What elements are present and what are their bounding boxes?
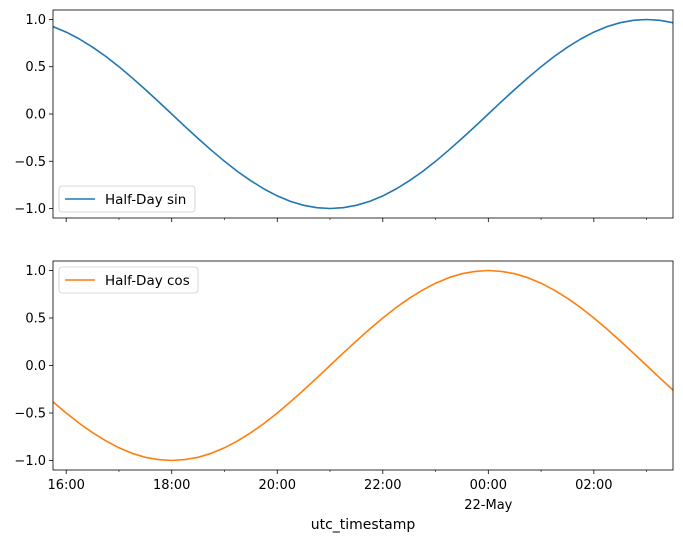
x-axis-label: utc_timestamp: [311, 517, 416, 533]
x-tick-label: 22:00: [364, 478, 401, 493]
cos-x-ticks: 16:00 18:00 20:00 22:00 00:00 22-May 02:00: [47, 470, 647, 513]
subplot-cos: −1.0 −0.5 0.0 0.5 1.0 16:00 18:00 20:00 22:00 00…: [14, 260, 674, 533]
cos-line-layer: [52, 269, 674, 462]
subplot-sin: −1.0 −0.5 0.0 0.5 1.0 Half-Day sin: [14, 9, 674, 222]
sin-y-tick-label: 1.0: [25, 13, 46, 28]
cos-axes-frame: [52, 260, 674, 471]
sin-y-tick-label: −1.0: [14, 202, 46, 217]
cos-y-ticks: −1.0 −0.5 0.0 0.5 1.0: [14, 264, 53, 469]
x-tick-sublabel: 22-May: [464, 498, 512, 513]
x-tick-label: 00:00: [470, 478, 507, 493]
sin-y-tick-label: 0.5: [25, 60, 46, 75]
cos-y-tick-label: 1.0: [25, 264, 46, 279]
sin-y-ticks: −1.0 −0.5 0.0 0.5 1.0: [14, 13, 53, 217]
cos-series-line: [52, 269, 674, 462]
sin-legend: Half-Day sin: [58, 185, 196, 213]
sin-y-tick-label: 0.0: [25, 108, 46, 123]
cos-y-tick-label: −0.5: [14, 407, 46, 422]
x-tick-label: 02:00: [575, 478, 612, 493]
x-tick-label: 20:00: [259, 478, 296, 493]
sin-line-layer: [52, 18, 674, 210]
x-tick-label: 16:00: [47, 478, 84, 493]
cos-legend-box: [58, 266, 199, 294]
cos-y-tick-label: 0.0: [25, 359, 46, 374]
cos-legend: Half-Day cos: [58, 266, 199, 294]
sin-axes-frame: [52, 9, 674, 219]
cos-y-tick-label: −1.0: [14, 454, 46, 469]
sin-series-line: [52, 18, 674, 210]
sin-legend-label: Half-Day sin: [105, 192, 186, 208]
sin-legend-box: [58, 185, 196, 213]
cos-legend-label: Half-Day cos: [105, 273, 190, 289]
x-tick-label: 18:00: [153, 478, 190, 493]
sin-y-tick-label: −0.5: [14, 155, 46, 170]
cos-y-tick-label: 0.5: [25, 312, 46, 327]
